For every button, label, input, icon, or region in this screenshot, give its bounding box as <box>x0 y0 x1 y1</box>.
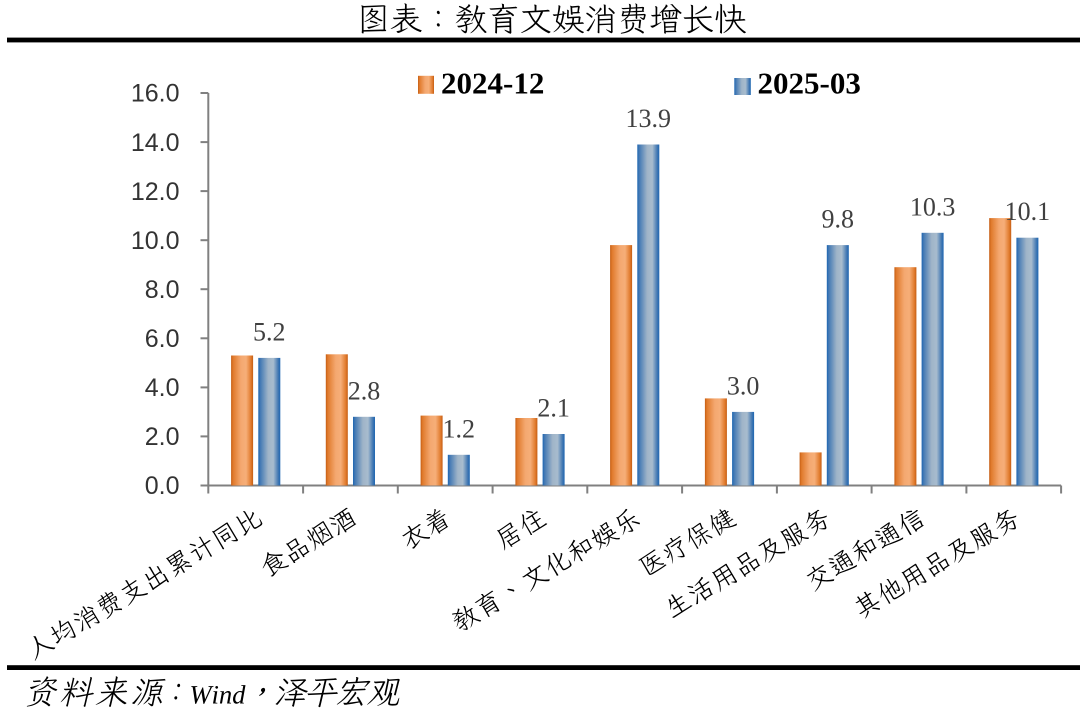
svg-text:0.0: 0.0 <box>145 472 180 500</box>
svg-text:16.0: 16.0 <box>131 80 180 108</box>
svg-text:14.0: 14.0 <box>131 129 180 157</box>
svg-text:10.1: 10.1 <box>1005 197 1051 226</box>
svg-text:2.0: 2.0 <box>145 423 180 451</box>
svg-text:4.0: 4.0 <box>145 374 180 402</box>
svg-text:2.1: 2.1 <box>537 394 570 423</box>
svg-text:10.3: 10.3 <box>910 192 956 221</box>
svg-text:5.2: 5.2 <box>253 317 286 346</box>
svg-text:2025-03: 2025-03 <box>758 66 861 101</box>
svg-text:13.9: 13.9 <box>626 104 672 133</box>
svg-text:8.0: 8.0 <box>145 276 180 304</box>
svg-text:1.2: 1.2 <box>443 414 476 443</box>
svg-text:2.8: 2.8 <box>348 376 381 405</box>
svg-text:3.0: 3.0 <box>727 371 760 400</box>
svg-text:6.0: 6.0 <box>145 325 180 353</box>
svg-text:9.8: 9.8 <box>822 205 855 234</box>
svg-text:10.0: 10.0 <box>131 227 180 255</box>
svg-text:2024-12: 2024-12 <box>441 66 544 101</box>
svg-text:12.0: 12.0 <box>131 178 180 206</box>
